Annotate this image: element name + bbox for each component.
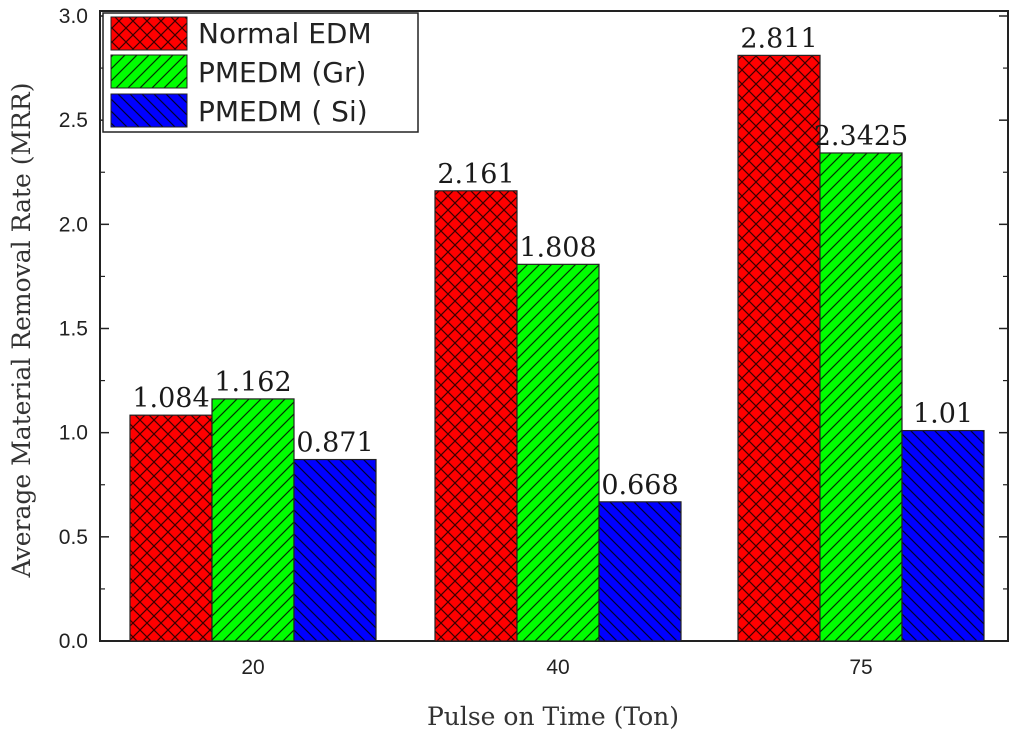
y-tick-label: 0.5 <box>59 526 88 549</box>
data-label-normal-edm-20: 1.084 <box>132 383 209 414</box>
legend-label-pmedm-si: PMEDM ( Si) <box>198 95 368 128</box>
data-label-normal-edm-75: 2.811 <box>740 23 817 54</box>
bar-pmedm-gr-20 <box>211 398 295 642</box>
legend-swatch-pmedm-gr <box>110 54 188 89</box>
data-label-pmedm-gr-40: 1.808 <box>519 232 596 263</box>
bar-pmedm-gr-75 <box>819 152 903 642</box>
bar-normal-edm-40 <box>434 190 518 642</box>
data-label-pmedm-si-40: 0.668 <box>601 470 678 501</box>
data-label-pmedm-gr-75: 2.3425 <box>814 121 908 152</box>
bar-pmedm-si-75 <box>901 429 985 642</box>
legend-swatch-normal-edm <box>110 16 188 51</box>
y-tick-label: 2.5 <box>59 109 88 132</box>
y-tick-label: 2.0 <box>59 213 88 236</box>
y-tick-label: 0.0 <box>59 630 88 653</box>
bar-pmedm-gr-40 <box>516 263 600 642</box>
data-label-normal-edm-40: 2.161 <box>437 159 514 190</box>
bars <box>129 54 985 642</box>
legend: Normal EDM PMEDM (Gr) PMEDM ( Si) <box>102 12 419 133</box>
data-label-pmedm-si-75: 1.01 <box>913 399 973 430</box>
bar-normal-edm-20 <box>129 414 213 642</box>
x-tick-label-75: 75 <box>849 656 872 679</box>
bar-normal-edm-75 <box>737 54 821 642</box>
bar-pmedm-si-40 <box>598 501 682 642</box>
x-tick-label-40: 40 <box>546 656 569 679</box>
y-tick-label: 3.0 <box>59 5 88 28</box>
y-tick-label: 1.5 <box>59 318 88 341</box>
y-axis-title: Average Material Removal Rate (MRR) <box>7 83 36 579</box>
bar-pmedm-si-20 <box>293 458 377 642</box>
legend-swatch-pmedm-si <box>110 93 188 128</box>
y-axis: 0.0 0.5 1.0 1.5 2.0 2.5 3.0 <box>59 5 1008 653</box>
x-axis: 20 40 75 <box>241 633 873 679</box>
x-axis-title: Pulse on Time (Ton) <box>427 702 679 731</box>
data-label-pmedm-gr-20: 1.162 <box>214 367 291 398</box>
data-label-pmedm-si-20: 0.871 <box>296 428 373 459</box>
legend-label-normal-edm: Normal EDM <box>198 17 372 50</box>
y-tick-label: 1.0 <box>59 422 88 445</box>
x-tick-label-20: 20 <box>241 656 264 679</box>
legend-label-pmedm-gr: PMEDM (Gr) <box>198 56 366 89</box>
